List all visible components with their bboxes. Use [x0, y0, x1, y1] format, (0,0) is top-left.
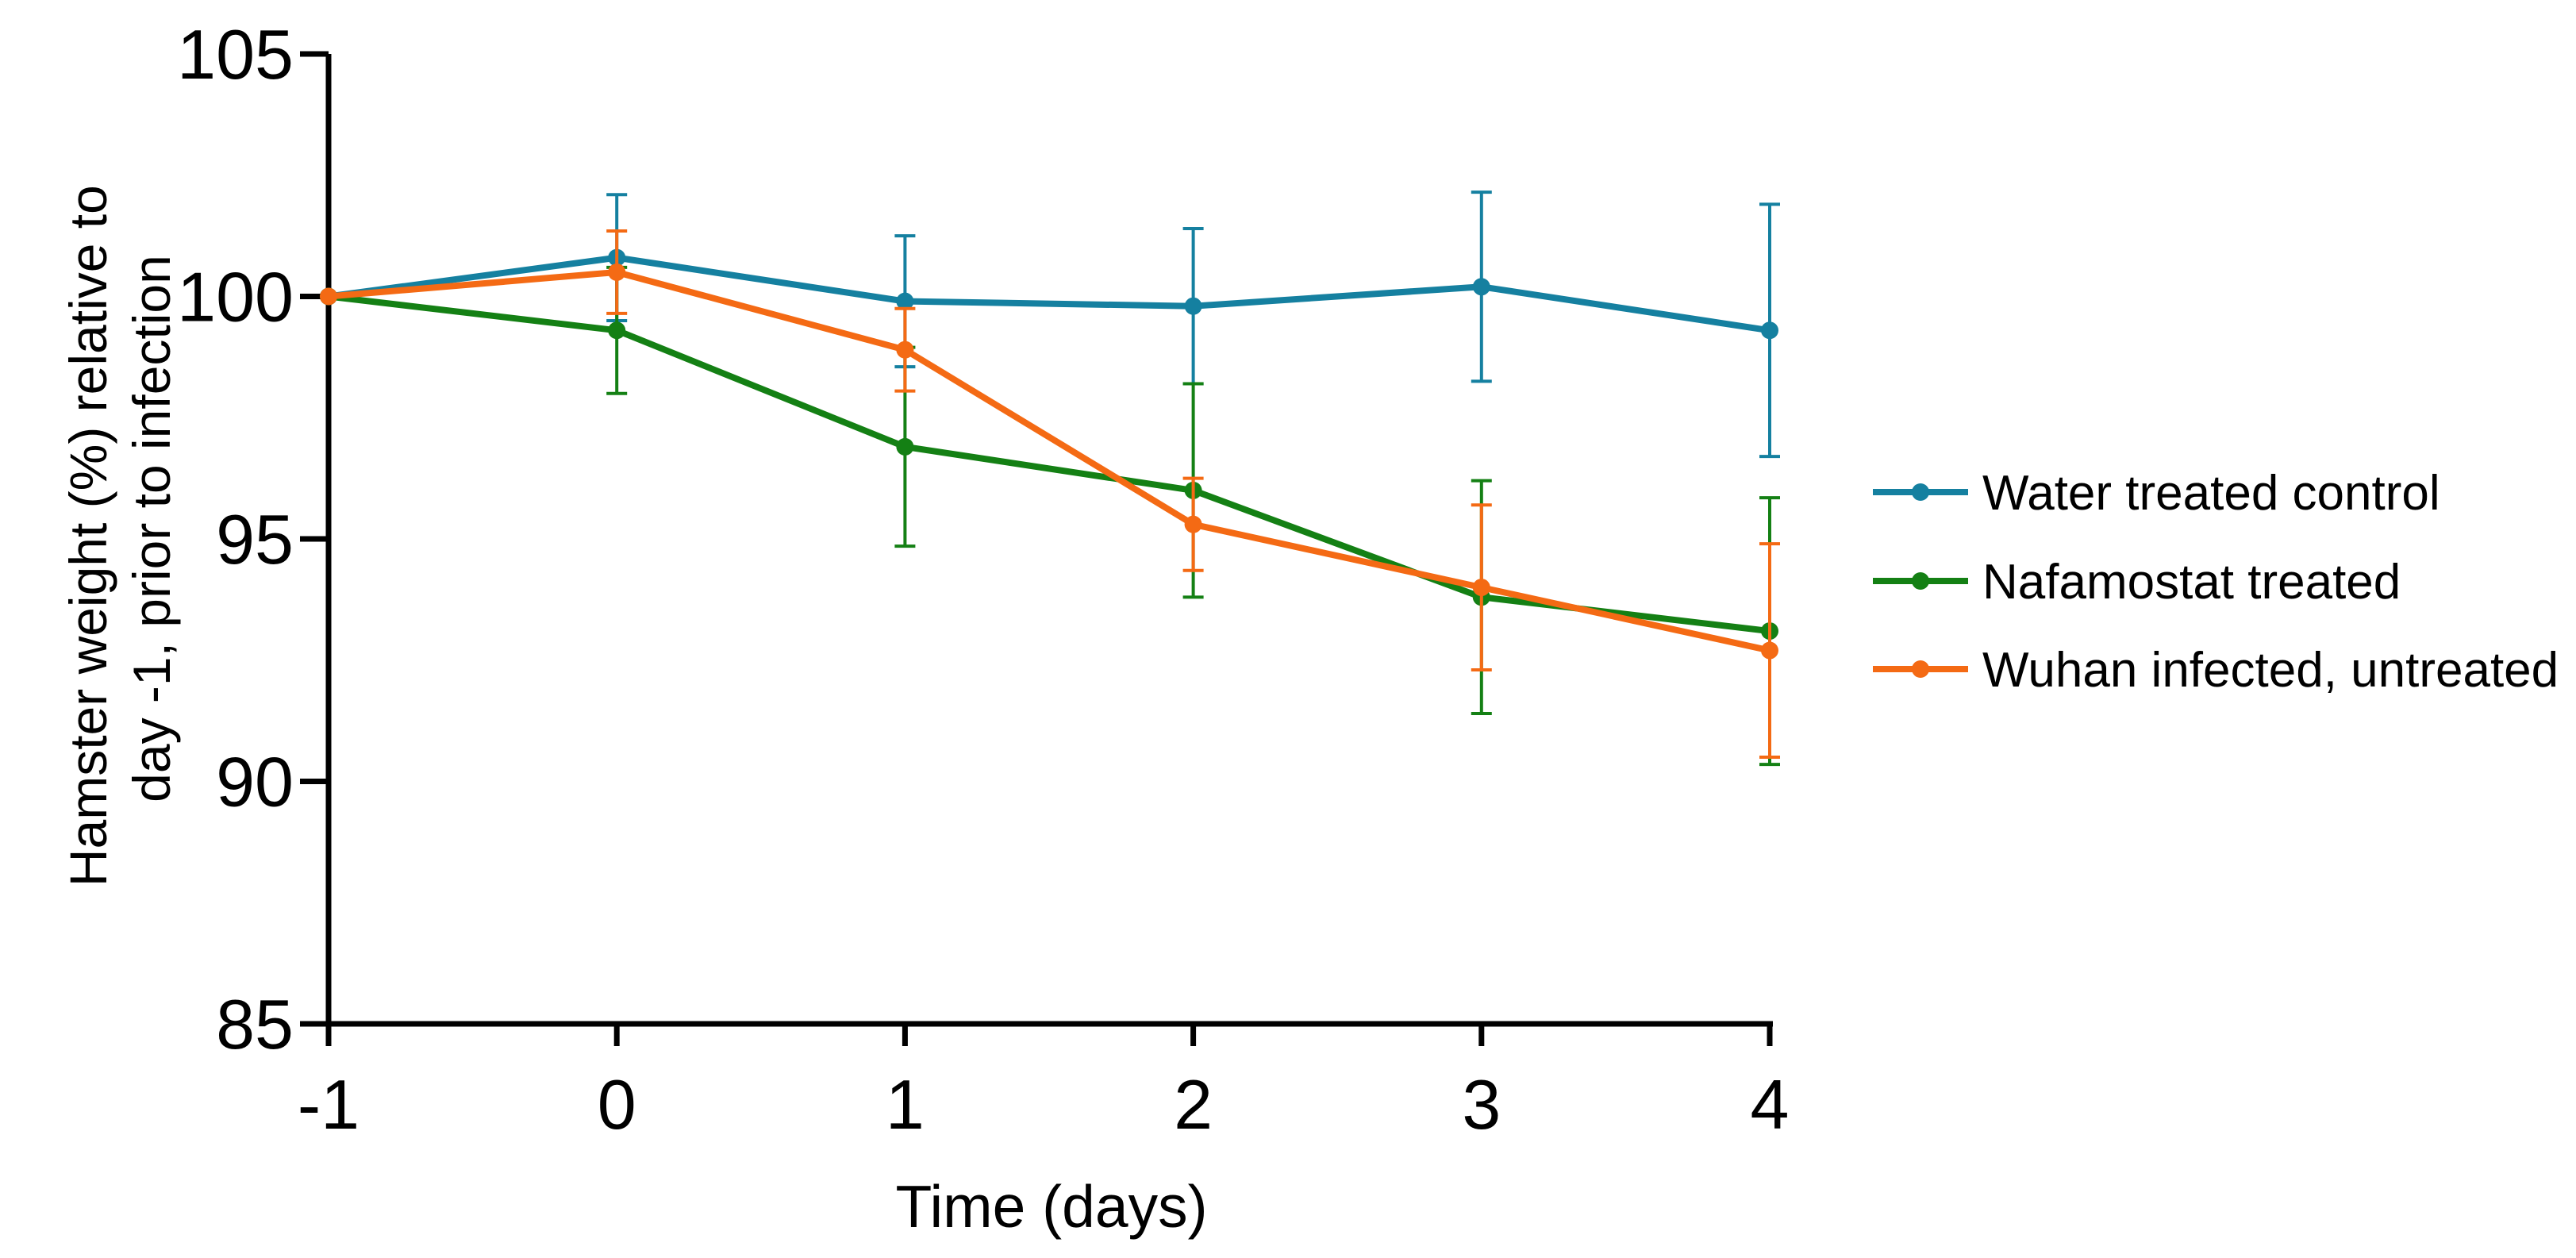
axes — [325, 54, 1773, 1027]
data-point — [1761, 321, 1778, 340]
series-line — [328, 268, 1771, 654]
series-layer — [320, 190, 1780, 767]
legend-swatch-marker — [1912, 483, 1929, 501]
legend-label: Water treated control — [1982, 466, 2440, 521]
legend-item: Wuhan infected, untreated — [1873, 643, 2559, 698]
series-1 — [320, 265, 1780, 767]
x-tick-group: -1 0 1 2 3 4 — [298, 1024, 1790, 1144]
legend-label: Wuhan infected, untreated — [1982, 643, 2559, 698]
legend-label: Nafamostat treated — [1982, 555, 2401, 610]
data-point — [608, 321, 626, 340]
data-point — [608, 263, 626, 281]
legend-swatch-marker — [1912, 572, 1929, 590]
data-point — [896, 292, 914, 310]
data-point — [1184, 297, 1202, 315]
legend: Water treated control Nafamostat treated W… — [1873, 466, 2559, 698]
data-point — [896, 340, 914, 359]
y-tick-label: 90 — [216, 743, 294, 821]
x-tick-label: 4 — [1751, 1065, 1790, 1144]
y-tick-label: 100 — [177, 258, 294, 337]
series-line — [328, 293, 1771, 635]
y-tick-label: 95 — [216, 500, 294, 579]
y-axis-label: Hamster weight (%) relative to day -1, p… — [59, 171, 181, 887]
data-point — [1472, 278, 1490, 296]
y-tick-group: 85 90 95 100 105 — [177, 15, 329, 1064]
data-point — [896, 437, 914, 456]
x-tick-label: 2 — [1174, 1065, 1213, 1144]
x-tick-label: 1 — [886, 1065, 925, 1144]
legend-item: Nafamostat treated — [1873, 555, 2401, 610]
data-point — [1472, 579, 1490, 597]
y-axis-label-line-1: Hamster weight (%) relative to — [59, 185, 117, 887]
data-point — [1761, 641, 1778, 660]
series-2 — [320, 229, 1780, 759]
legend-swatch-marker — [1912, 660, 1929, 678]
x-tick-label: 0 — [598, 1065, 636, 1144]
data-point — [320, 287, 337, 306]
data-point — [1184, 515, 1202, 533]
x-tick-label: -1 — [298, 1065, 359, 1144]
series-line — [328, 254, 1771, 334]
y-tick-label: 85 — [216, 985, 294, 1064]
legend-item: Water treated control — [1873, 466, 2440, 521]
y-axis-label-line-2: day -1, prior to infection — [122, 255, 181, 802]
y-tick-label: 105 — [177, 15, 294, 94]
x-tick-label: 3 — [1462, 1065, 1501, 1144]
x-axis-label: Time (days) — [895, 1173, 1207, 1240]
